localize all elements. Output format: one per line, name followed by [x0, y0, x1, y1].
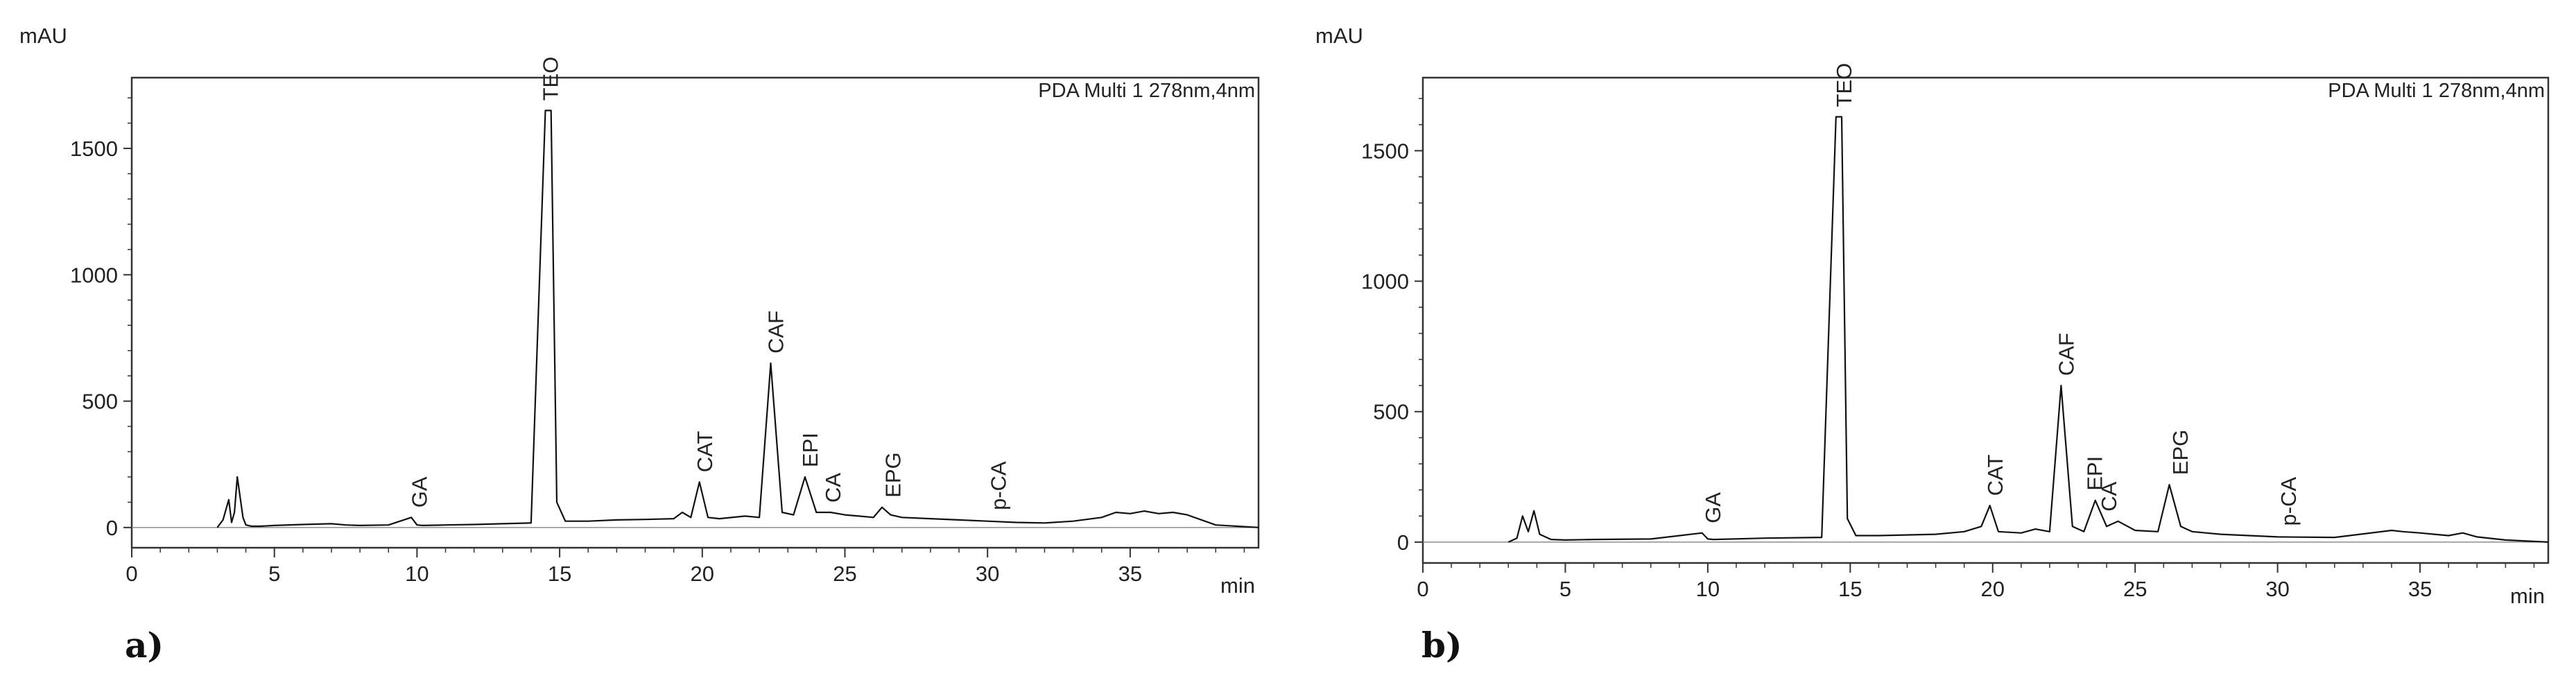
peak-label: EPG [2168, 430, 2193, 475]
plot-frame [130, 76, 1260, 549]
y-tick-label: 500 [82, 390, 118, 414]
chromatogram-trace [216, 110, 1259, 528]
peak-label: GA [408, 476, 432, 508]
x-tick-label: 25 [833, 562, 856, 586]
y-tick-label: 1000 [1361, 270, 1409, 294]
peak-label: EPG [881, 452, 905, 497]
peak-label: CAT [693, 431, 717, 472]
panel-label: b) [1421, 625, 1462, 666]
detector-annotation: PDA Multi 1 278nm,4nm [2328, 80, 2545, 102]
y-tick-label: 1000 [70, 263, 118, 287]
peak-label: CA [2097, 481, 2121, 511]
peak-label: p-CA [2276, 477, 2301, 526]
y-tick-label: 1500 [1361, 139, 1409, 163]
x-tick-label: 10 [405, 562, 429, 586]
plot-frame [1421, 76, 2550, 564]
y-axis-unit: mAU [1315, 24, 1363, 48]
x-tick-label: 20 [1981, 577, 2005, 601]
peak-label: TEO [539, 57, 563, 101]
x-tick-label: 10 [1696, 577, 1720, 601]
peak-label: TEO [1832, 63, 1856, 107]
peak-label: GA [1701, 492, 1725, 523]
x-tick-label: 0 [1417, 577, 1428, 601]
x-axis-unit: min [1220, 573, 1255, 598]
peak-label: CAT [1983, 454, 2007, 496]
x-tick-label: 5 [268, 562, 280, 586]
peak-label: CA [821, 473, 845, 503]
y-axis-unit: mAU [19, 24, 67, 48]
peak-label: EPI [798, 433, 822, 467]
panel-a: mAU PDA Multi 1 278nm,4nm min a) 0 5 10 15 2… [19, 24, 1260, 666]
detector-annotation: PDA Multi 1 278nm,4nm [1038, 80, 1255, 102]
x-tick-label: 20 [691, 562, 714, 586]
x-axis-unit: min [2510, 584, 2545, 608]
peak-label: CAF [2055, 333, 2079, 376]
x-tick-label: 5 [1559, 577, 1571, 601]
y-tick-label: 1500 [70, 137, 118, 161]
peak-label: EPI [2083, 456, 2107, 491]
chromatogram-trace [1507, 116, 2549, 543]
peak-label: CAF [764, 311, 788, 354]
x-tick-label: 30 [2265, 577, 2289, 601]
x-tick-label: 30 [976, 562, 999, 586]
x-tick-label: 0 [126, 562, 137, 586]
y-tick-label: 0 [106, 516, 118, 540]
x-tick-label: 25 [2123, 577, 2147, 601]
x-tick-label: 35 [1118, 562, 1142, 586]
x-tick-label: 15 [1838, 577, 1862, 601]
y-tick-label: 0 [1397, 530, 1409, 555]
x-tick-label: 15 [548, 562, 571, 586]
x-tick-label: 35 [2408, 577, 2432, 601]
panel-b: mAU PDA Multi 1 278nm,4nm min b) 0 5 10 15 2… [1315, 24, 2550, 666]
panel-label: a) [125, 625, 164, 666]
peak-label: p-CA [987, 461, 1011, 510]
y-tick-label: 500 [1373, 400, 1409, 424]
